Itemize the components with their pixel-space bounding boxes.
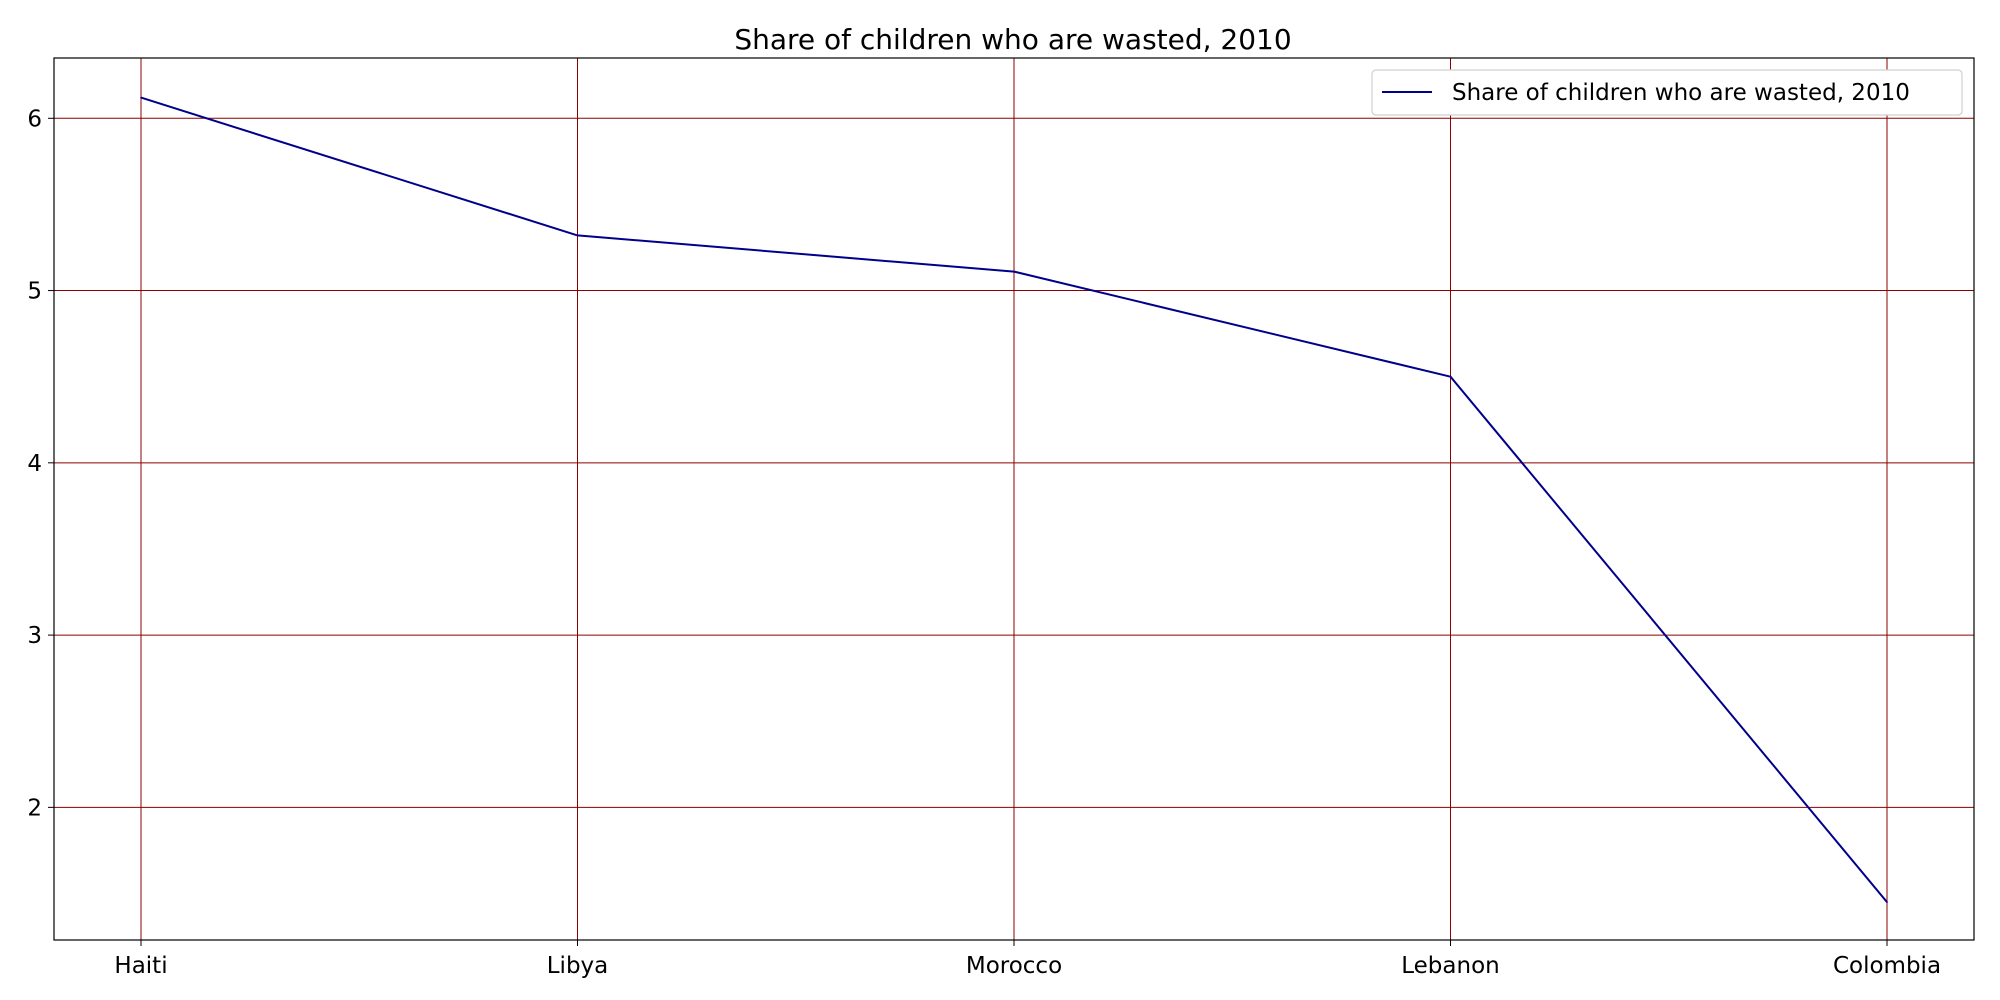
data-point — [576, 234, 579, 237]
x-tick-label: Lebanon — [1401, 953, 1499, 979]
x-axis: Haiti Libya Morocco Lebanon Colombia — [114, 940, 1941, 979]
y-tick-label: 6 — [27, 106, 42, 132]
y-axis: 2 3 4 5 6 — [27, 106, 54, 821]
grid — [54, 58, 1974, 940]
series-layer — [140, 96, 1888, 903]
y-tick-label: 2 — [27, 795, 42, 821]
x-tick-label: Colombia — [1833, 953, 1941, 979]
chart-title: Share of children who are wasted, 2010 — [734, 23, 1291, 56]
x-tick-label: Libya — [547, 953, 609, 979]
data-point — [140, 96, 142, 99]
x-tick-label: Morocco — [966, 953, 1062, 979]
legend: Share of children who are wasted, 2010 — [1371, 69, 1963, 116]
data-point — [1449, 375, 1452, 378]
y-tick-label: 4 — [27, 451, 42, 477]
data-point — [1013, 270, 1015, 273]
data-point — [1886, 901, 1888, 903]
legend-box — [1371, 69, 1963, 116]
y-tick-label: 3 — [27, 623, 42, 649]
y-tick-label: 5 — [27, 279, 42, 305]
x-tick-label: Haiti — [114, 953, 167, 979]
legend-label: Share of children who are wasted, 2010 — [1452, 80, 1910, 106]
